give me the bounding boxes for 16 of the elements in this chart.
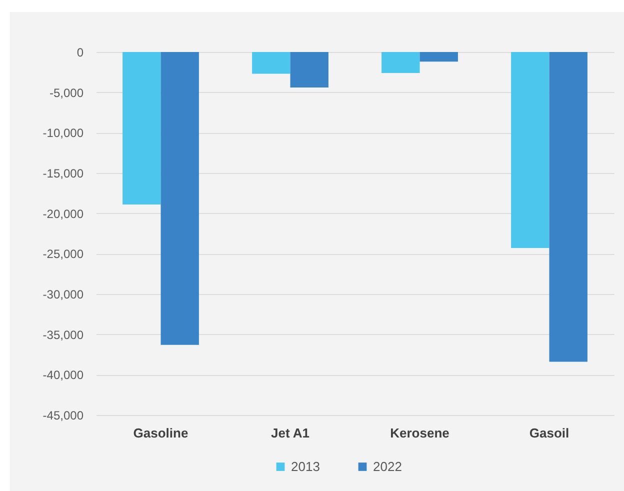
y-tick-label: -30,000 bbox=[42, 288, 84, 302]
y-tick-label: -35,000 bbox=[42, 328, 84, 342]
x-tick-label: Jet A1 bbox=[270, 426, 310, 440]
y-tick-label: -25,000 bbox=[42, 247, 84, 262]
y-tick-label: -15,000 bbox=[42, 166, 84, 180]
x-tick-label: Gasoil bbox=[529, 426, 570, 440]
x-tick-label: Kerosene bbox=[390, 426, 450, 440]
y-tick-label: -45,000 bbox=[42, 408, 84, 422]
y-tick-label: -20,000 bbox=[42, 206, 84, 221]
x-tick-label: Gasoline bbox=[133, 426, 188, 440]
y-tick-label: 0 bbox=[76, 46, 84, 60]
legend-label: 2022 bbox=[373, 458, 402, 474]
y-tick-label: -5,000 bbox=[49, 86, 84, 100]
y-tick-label: -10,000 bbox=[42, 126, 84, 140]
legend-label: 2013 bbox=[291, 458, 320, 474]
y-tick-label: -40,000 bbox=[42, 368, 84, 382]
